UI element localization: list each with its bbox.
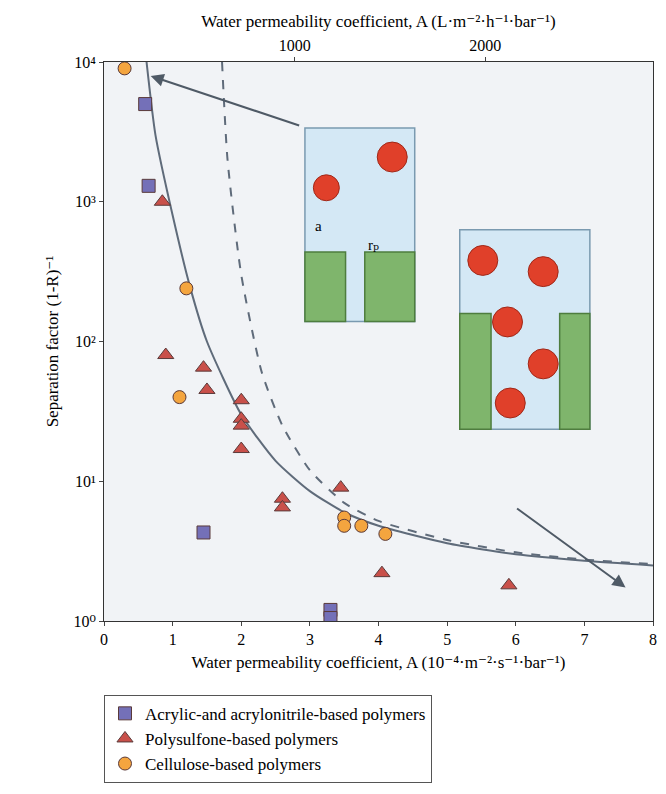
svg-text:1: 1 <box>169 631 177 648</box>
svg-text:1000: 1000 <box>279 37 311 54</box>
svg-text:Water permeability coefficient: Water permeability coefficient, A (L·m⁻²… <box>201 12 555 31</box>
svg-text:10¹: 10¹ <box>75 473 96 490</box>
svg-text:10⁴: 10⁴ <box>74 54 96 71</box>
svg-text:0: 0 <box>100 631 108 648</box>
svg-text:10⁰: 10⁰ <box>73 613 95 630</box>
svg-text:2: 2 <box>237 631 245 648</box>
svg-text:6: 6 <box>512 631 520 648</box>
svg-text:Separation factor (1-R)⁻¹: Separation factor (1-R)⁻¹ <box>43 256 62 428</box>
svg-text:rₚ: rₚ <box>368 237 379 253</box>
svg-text:a: a <box>315 218 322 234</box>
svg-text:5: 5 <box>443 631 451 648</box>
svg-text:7: 7 <box>580 631 588 648</box>
svg-text:10³: 10³ <box>75 193 96 210</box>
svg-text:4: 4 <box>375 631 383 648</box>
svg-text:Water permeability coefficient: Water permeability coefficient, A (10⁻⁴·… <box>191 653 565 672</box>
svg-text:Acrylic-and acrylonitrile-base: Acrylic-and acrylonitrile-based polymers <box>145 705 425 724</box>
svg-text:8: 8 <box>649 631 657 648</box>
svg-text:2000: 2000 <box>469 37 501 54</box>
svg-text:Cellulose-based polymers: Cellulose-based polymers <box>145 755 321 774</box>
svg-text:3: 3 <box>306 631 314 648</box>
svg-text:Polysulfone-based polymers: Polysulfone-based polymers <box>145 730 338 749</box>
svg-text:10²: 10² <box>75 333 96 350</box>
